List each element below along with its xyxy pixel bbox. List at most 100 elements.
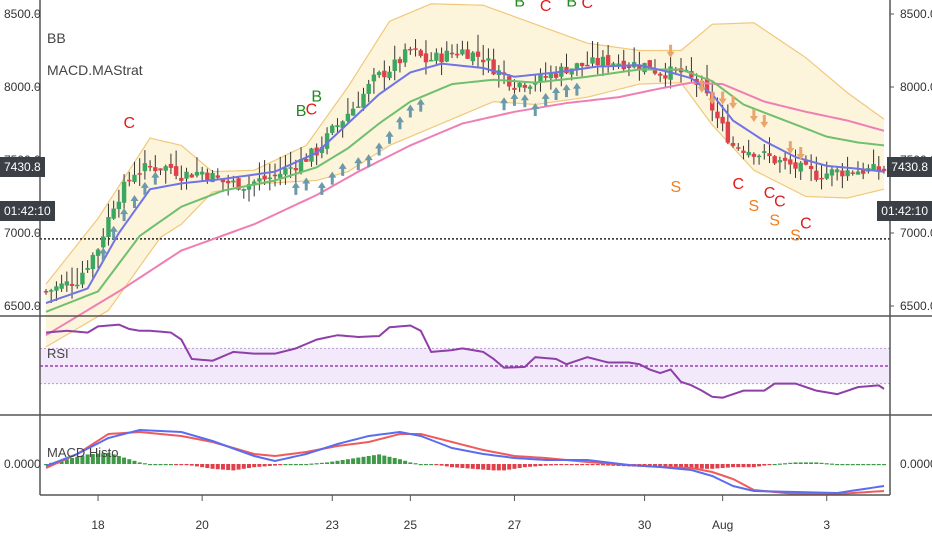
bb-indicator-label[interactable]: BB	[47, 30, 66, 46]
candle-body	[782, 157, 788, 161]
candle-body	[491, 59, 496, 75]
buy-arrow	[109, 225, 118, 239]
rsi-pane	[40, 323, 890, 399]
candle-body	[751, 153, 757, 157]
candle-body	[85, 267, 90, 270]
macd-histogram-bar	[512, 464, 517, 469]
macd-histogram-bar	[746, 464, 751, 468]
candle-body	[444, 50, 449, 62]
macd-histogram-bar	[554, 464, 559, 466]
signal-label-b: B	[514, 0, 525, 11]
macd-histogram-bar	[304, 464, 309, 466]
buy-arrow	[500, 97, 509, 111]
macd-histogram-bar	[871, 464, 876, 466]
signal-label-c: C	[540, 0, 552, 15]
macd-histogram-bar	[460, 464, 465, 468]
rsi-indicator-label[interactable]: RSI	[47, 346, 69, 361]
buy-arrow	[291, 181, 300, 195]
macd-histogram-bar	[241, 464, 246, 469]
macd-histogram-bar	[210, 464, 215, 469]
signal-arrows	[99, 44, 805, 261]
candle-body	[465, 49, 470, 59]
y-tick-label: 7000.0	[4, 226, 41, 240]
candle-body	[642, 63, 647, 73]
macd-histogram-bar	[757, 464, 762, 467]
macd-histogram-bar	[819, 462, 824, 464]
countdown-badge-left: 01:42:10	[0, 201, 55, 221]
candle-body	[95, 249, 101, 256]
macd-histogram-bar	[444, 464, 449, 467]
macd-histogram-bar	[429, 464, 434, 466]
candle-body	[173, 166, 179, 176]
macd-histogram-bar	[64, 459, 69, 464]
macd-histogram-bar	[356, 457, 361, 464]
buy-arrow	[302, 177, 311, 191]
candle-body	[90, 255, 96, 269]
candle-body	[574, 63, 580, 70]
candle-body	[101, 236, 106, 248]
macd-mastrat-indicator-label[interactable]: MACD.MAStrat	[47, 62, 143, 78]
x-tick-label: 30	[638, 518, 652, 532]
macd-histogram-bar	[168, 464, 173, 466]
macd-histogram-bar	[314, 463, 319, 465]
candle-body	[798, 162, 803, 172]
macd-histogram-bar	[158, 464, 163, 466]
macd-histogram-bar	[309, 463, 314, 465]
macd-histogram-bar	[705, 464, 710, 469]
macd-histogram-bar	[767, 464, 772, 466]
macd-histogram-bar	[751, 464, 756, 468]
candle-body	[304, 158, 309, 162]
macd-histogram-bar	[606, 464, 611, 466]
macd-histogram-bar	[788, 462, 793, 464]
candle-body	[382, 70, 387, 78]
macd-histogram-bar	[200, 464, 205, 468]
signal-label-s: S	[769, 213, 780, 230]
candle-body	[475, 51, 481, 57]
x-axis: 18 20 23 25 27 30 Aug 3	[91, 495, 830, 532]
macd-histogram-bar	[783, 463, 788, 465]
sell-arrow	[760, 114, 769, 128]
candle-body	[293, 168, 299, 171]
macd-histogram-bar	[423, 464, 428, 466]
signal-label-s: S	[670, 179, 681, 196]
buy-arrow	[552, 87, 561, 100]
candle-body	[850, 172, 855, 174]
candle-body	[361, 93, 366, 108]
candle-body	[637, 64, 642, 70]
signal-label-c: C	[800, 216, 812, 233]
buy-arrow	[151, 171, 160, 185]
buy-arrow	[130, 195, 139, 209]
candle-body	[80, 272, 85, 285]
candle-body	[251, 181, 257, 185]
macd-histogram-bar	[476, 464, 481, 470]
candle-body	[652, 69, 658, 74]
macd-histogram-bar	[611, 464, 616, 466]
candle-body	[772, 156, 777, 164]
last-price-badge-left: 7430.8	[0, 157, 45, 177]
macd-histogram-bar	[496, 464, 501, 471]
macd-histogram-bar	[340, 460, 345, 464]
candle-body	[569, 68, 574, 75]
candle-body	[324, 133, 330, 149]
candle-body	[647, 60, 652, 71]
candle-body	[127, 179, 132, 182]
macd-histogram-bar	[351, 458, 356, 464]
macd-histogram-bar	[392, 458, 397, 464]
macd-histogram-bar	[855, 464, 860, 466]
candle-body	[283, 168, 288, 175]
sell-arrow	[796, 147, 805, 160]
candle-body	[49, 290, 54, 292]
macd-histogram-bar	[824, 463, 829, 465]
candle-body	[819, 177, 824, 180]
macd-histogram-bar	[772, 464, 777, 466]
macd-histo-indicator-label[interactable]: MACD Histo	[47, 445, 119, 460]
macd-histogram-bar	[465, 464, 470, 469]
macd-histogram-bar	[377, 454, 382, 464]
macd-histogram-bar	[413, 463, 418, 465]
candle-body	[147, 165, 153, 168]
macd-histogram-bar	[814, 462, 819, 464]
buy-arrow	[99, 247, 108, 261]
macd-histogram-bar	[777, 463, 782, 465]
candle-body	[788, 159, 793, 165]
